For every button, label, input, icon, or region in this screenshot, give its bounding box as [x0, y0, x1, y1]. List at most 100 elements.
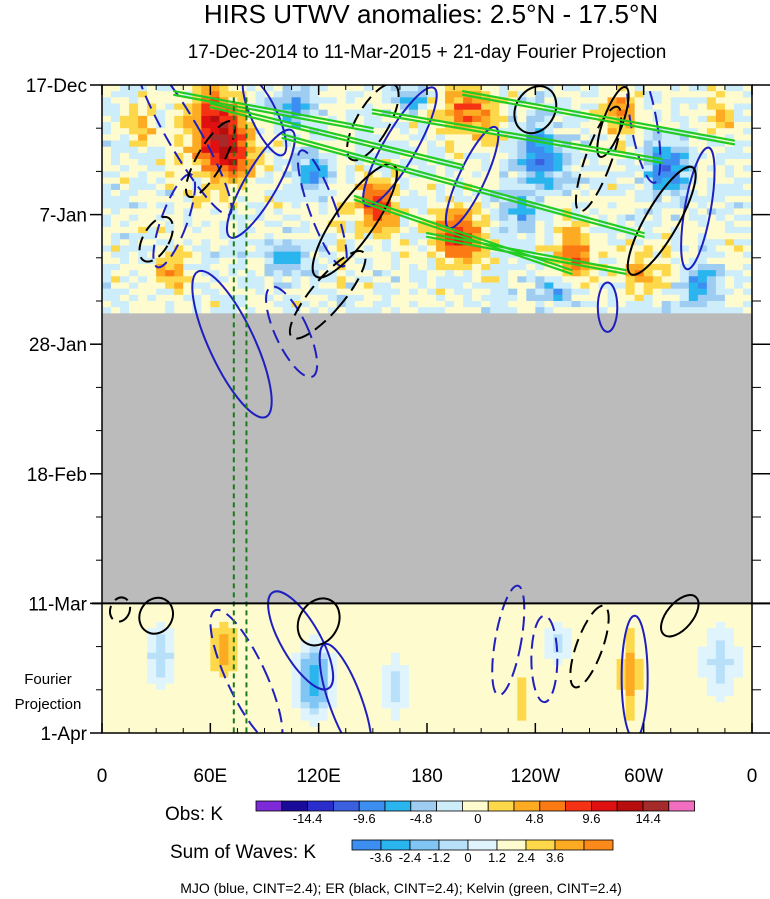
colorbar-swatch	[461, 800, 489, 812]
colorbar-swatch	[554, 839, 585, 851]
colorbar-swatch	[616, 800, 644, 812]
colorbar-tick-label: 3.6	[546, 850, 564, 865]
kelvin-contour	[209, 102, 465, 167]
kelvin-contour	[353, 198, 573, 275]
waves-colorbar: -3.6 -2.4 -1.2 0 1.2 2.4 3.6	[351, 839, 614, 865]
chart-subtitle: 17-Dec-2014 to 11-Mar-2015 + 21-day Four…	[188, 42, 667, 63]
mjo-contour	[265, 285, 319, 379]
colorbar-tick-label: 4.8	[526, 811, 544, 826]
colorbar-swatch	[525, 839, 556, 851]
reference-lines	[232, 97, 248, 733]
obs-colorbar-label: Obs: K	[165, 804, 223, 825]
chart-title: HIRS UTWV anomalies: 2.5°N - 17.5°N	[204, 0, 658, 29]
colorbar-swatch	[583, 839, 614, 851]
mjo-contour	[625, 85, 662, 184]
er-contour	[138, 596, 175, 635]
y-tick-label: 17-Dec	[26, 76, 87, 97]
mjo-contour	[191, 269, 273, 419]
kelvin-contour	[173, 93, 374, 134]
kelvin-contour	[462, 93, 736, 146]
mjo-contour	[318, 642, 373, 733]
er-contour	[569, 604, 610, 689]
colorbar-tick-label: -3.6	[370, 850, 392, 865]
colorbar-swatch	[467, 839, 498, 851]
colorbar-tick-label: -14.4	[293, 811, 323, 826]
x-tick-label: 0	[747, 766, 758, 787]
mjo-contour	[296, 149, 348, 268]
mjo-contour	[680, 146, 716, 271]
colorbar-tick-label: -1.2	[428, 850, 450, 865]
x-tick-label: 120E	[296, 766, 340, 787]
colorbar-swatch	[281, 800, 308, 812]
colorbar-swatch	[380, 839, 411, 851]
kelvin-contour	[281, 136, 645, 238]
kelvin-contour	[173, 90, 374, 130]
mjo-contour	[225, 128, 296, 239]
er-contour	[108, 596, 132, 623]
x-tick-label: 180	[411, 766, 443, 787]
missing-data-region	[102, 313, 752, 604]
y-tick-label: 11-Mar	[28, 594, 87, 615]
colorbar-tick-label: -4.8	[410, 811, 432, 826]
kelvin-contour	[425, 235, 627, 275]
kelvin-contour	[371, 112, 663, 164]
obs-colorbar: -14.4 -9.6 -4.8 0 4.8 9.6 14.4	[255, 800, 695, 826]
kelvin-contour	[209, 106, 465, 171]
mjo-contour	[209, 608, 284, 733]
colorbar-tick-label: 2.4	[517, 850, 535, 865]
mjo-contour	[596, 281, 619, 333]
wave-contours	[108, 85, 736, 733]
colorbar-swatch	[351, 839, 382, 851]
er-contour	[288, 250, 367, 340]
colorbar-tick-label: 0	[474, 811, 481, 826]
mjo-contour	[362, 86, 438, 208]
colorbar-swatch	[668, 800, 695, 812]
colorbar-swatch	[642, 800, 670, 812]
er-contour	[596, 86, 630, 158]
x-tick-label: 60W	[624, 766, 663, 787]
y-tick-label: 1-Apr	[41, 724, 88, 745]
colorbar-swatch	[255, 800, 283, 812]
colorbar-tick-label: -9.6	[353, 811, 375, 826]
kelvin-contour	[281, 133, 645, 235]
colorbar-tick-label: 14.4	[636, 811, 661, 826]
projection-label-line1: Fourier	[24, 671, 72, 688]
colorbar-swatch	[565, 800, 592, 812]
er-contour	[346, 85, 400, 162]
colorbar-swatch	[410, 800, 437, 812]
x-tick-label: 120W	[511, 766, 561, 787]
waves-colorbar-label: Sum of Waves: K	[170, 842, 316, 863]
y-tick-label: 7-Jan	[39, 206, 87, 227]
er-contour	[626, 165, 697, 276]
kelvin-contour	[425, 232, 627, 272]
colorbar-tick-label: 0	[464, 850, 471, 865]
er-contour	[138, 215, 174, 263]
colorbar-swatch	[438, 839, 469, 851]
y-tick-label: 18-Feb	[27, 465, 87, 486]
colorbar-swatch	[436, 800, 463, 812]
colorbar-swatch	[332, 800, 360, 812]
colorbar-swatch	[384, 800, 412, 812]
mjo-contour	[530, 614, 559, 704]
colorbar-tick-label: -2.4	[399, 850, 421, 865]
mjo-contour	[491, 584, 526, 697]
x-tick-label: 0	[97, 766, 108, 787]
er-contour	[184, 120, 236, 199]
colorbar-swatch	[358, 800, 386, 812]
footer-legend: MJO (blue, CINT=2.4); ER (black, CINT=2.…	[180, 880, 622, 896]
colorbar-swatch	[591, 800, 618, 812]
er-contour	[513, 85, 558, 135]
colorbar-swatch	[496, 839, 527, 851]
colorbar-swatch	[539, 800, 566, 812]
colorbar-swatch	[409, 839, 440, 851]
projection-label-line2: Projection	[15, 696, 82, 713]
mjo-contour	[620, 614, 649, 733]
colorbar-swatch	[513, 800, 541, 812]
er-contour	[296, 597, 341, 647]
mjo-contour	[152, 173, 197, 269]
er-contour	[660, 594, 700, 638]
y-tick-label: 28-Jan	[29, 335, 87, 356]
colorbar-tick-label: 1.2	[488, 850, 506, 865]
er-contour	[574, 105, 623, 213]
